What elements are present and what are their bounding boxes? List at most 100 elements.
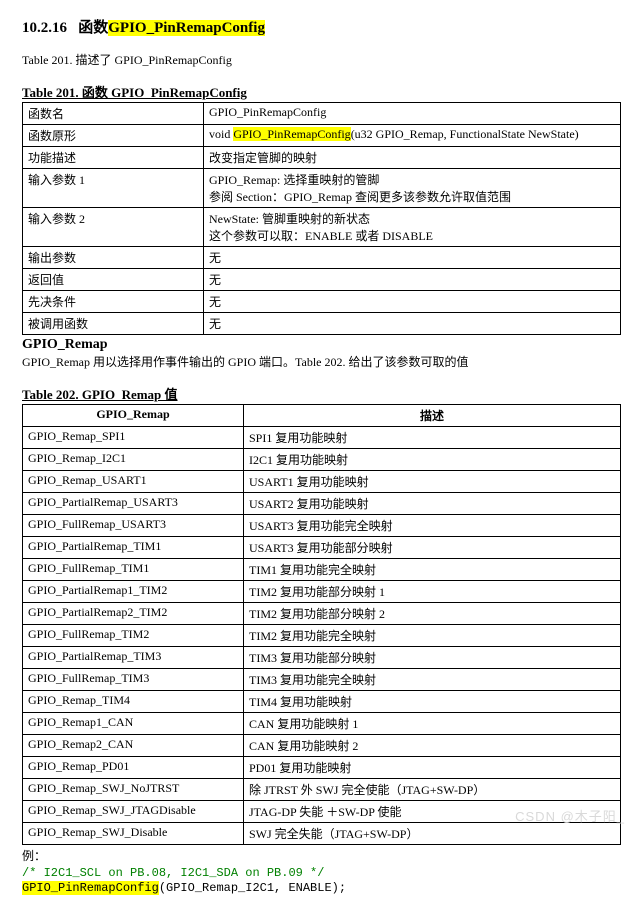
t201-val: NewState: 管脚重映射的新状态这个参数可以取：ENABLE 或者 DIS… bbox=[204, 208, 621, 247]
t202-c2: SWJ 完全失能（JTAG+SW-DP） bbox=[244, 823, 621, 845]
t201-key: 输出参数 bbox=[23, 247, 204, 269]
table-row: 输入参数 1 GPIO_Remap: 选择重映射的管脚参阅 Section：GP… bbox=[23, 169, 621, 208]
table-row: GPIO_Remap_I2C1I2C1 复用功能映射 bbox=[23, 449, 621, 471]
section-number: 10.2.16 bbox=[22, 20, 67, 36]
t201-val: GPIO_PinRemapConfig bbox=[204, 103, 621, 125]
table-row: GPIO_FullRemap_TIM1TIM1 复用功能完全映射 bbox=[23, 559, 621, 581]
t202-c1: GPIO_Remap_I2C1 bbox=[23, 449, 244, 471]
table-row: GPIO_PartialRemap_TIM3TIM3 复用功能部分映射 bbox=[23, 647, 621, 669]
t202-c1: GPIO_PartialRemap_TIM3 bbox=[23, 647, 244, 669]
table202: GPIO_Remap 描述 GPIO_Remap_SPI1SPI1 复用功能映射… bbox=[22, 404, 621, 845]
code-example: /* I2C1_SCL on PB.08, I2C1_SDA on PB.09 … bbox=[22, 866, 621, 897]
t201-val: GPIO_Remap: 选择重映射的管脚参阅 Section：GPIO_Rema… bbox=[204, 169, 621, 208]
table-row: GPIO_PartialRemap1_TIM2TIM2 复用功能部分映射 1 bbox=[23, 581, 621, 603]
t202-c1: GPIO_Remap_PD01 bbox=[23, 757, 244, 779]
t202-c1: GPIO_FullRemap_TIM1 bbox=[23, 559, 244, 581]
t202-c1: GPIO_PartialRemap1_TIM2 bbox=[23, 581, 244, 603]
t201-val: 无 bbox=[204, 291, 621, 313]
table-row: GPIO_FullRemap_TIM3TIM3 复用功能完全映射 bbox=[23, 669, 621, 691]
watermark: CSDN @木子阳_ bbox=[515, 806, 625, 825]
table-row: GPIO_Remap_SWJ_NoJTRST除 JTRST 外 SWJ 完全使能… bbox=[23, 779, 621, 801]
proto-fn-name: GPIO_PinRemapConfig bbox=[233, 127, 350, 141]
t202-c2: TIM2 复用功能部分映射 2 bbox=[244, 603, 621, 625]
t202-c2: USART3 复用功能部分映射 bbox=[244, 537, 621, 559]
table201: 函数名 GPIO_PinRemapConfig 函数原形 void GPIO_P… bbox=[22, 102, 621, 335]
t202-c1: GPIO_Remap_SWJ_NoJTRST bbox=[23, 779, 244, 801]
t201-val: void GPIO_PinRemapConfig(u32 GPIO_Remap,… bbox=[204, 125, 621, 147]
t202-c1: GPIO_FullRemap_TIM2 bbox=[23, 625, 244, 647]
table-row: 函数原形 void GPIO_PinRemapConfig(u32 GPIO_R… bbox=[23, 125, 621, 147]
t202-c2: USART3 复用功能完全映射 bbox=[244, 515, 621, 537]
t202-header-c2: 描述 bbox=[244, 405, 621, 427]
t201-key: 输入参数 2 bbox=[23, 208, 204, 247]
table-row: GPIO_PartialRemap_USART3USART2 复用功能映射 bbox=[23, 493, 621, 515]
table-row: GPIO_Remap2_CANCAN 复用功能映射 2 bbox=[23, 735, 621, 757]
t202-c1: GPIO_Remap_SWJ_JTAGDisable bbox=[23, 801, 244, 823]
table-row: 先决条件 无 bbox=[23, 291, 621, 313]
proto-suffix: (u32 GPIO_Remap, FunctionalState NewStat… bbox=[351, 127, 579, 141]
t201-key: 先决条件 bbox=[23, 291, 204, 313]
code-fn-args: (GPIO_Remap_I2C1, ENABLE); bbox=[159, 881, 346, 895]
t201-key: 输入参数 1 bbox=[23, 169, 204, 208]
table-row: GPIO_Remap1_CANCAN 复用功能映射 1 bbox=[23, 713, 621, 735]
table-row: 输出参数 无 bbox=[23, 247, 621, 269]
t202-c2: TIM3 复用功能完全映射 bbox=[244, 669, 621, 691]
proto-prefix: void bbox=[209, 127, 233, 141]
t201-key: 函数名 bbox=[23, 103, 204, 125]
table-row: GPIO_FullRemap_TIM2TIM2 复用功能完全映射 bbox=[23, 625, 621, 647]
example-label: 例： bbox=[22, 847, 621, 864]
t201-val: 改变指定管脚的映射 bbox=[204, 147, 621, 169]
table-row: GPIO_Remap_SWJ_DisableSWJ 完全失能（JTAG+SW-D… bbox=[23, 823, 621, 845]
t201-line2: 这个参数可以取：ENABLE 或者 DISABLE bbox=[209, 229, 433, 243]
t201-line1: NewState: 管脚重映射的新状态 bbox=[209, 212, 370, 226]
t201-key: 功能描述 bbox=[23, 147, 204, 169]
t202-c2: SPI1 复用功能映射 bbox=[244, 427, 621, 449]
t202-c1: GPIO_FullRemap_TIM3 bbox=[23, 669, 244, 691]
t202-c1: GPIO_Remap2_CAN bbox=[23, 735, 244, 757]
t202-c1: GPIO_Remap1_CAN bbox=[23, 713, 244, 735]
table-row: 返回值 无 bbox=[23, 269, 621, 291]
t201-val: 无 bbox=[204, 247, 621, 269]
table-row: GPIO_FullRemap_USART3USART3 复用功能完全映射 bbox=[23, 515, 621, 537]
code-fn-name: GPIO_PinRemapConfig bbox=[22, 881, 159, 895]
t201-key: 函数原形 bbox=[23, 125, 204, 147]
t202-c2: TIM1 复用功能完全映射 bbox=[244, 559, 621, 581]
subhead-title: GPIO_Remap bbox=[22, 337, 621, 353]
table-row: GPIO_Remap_PD01PD01 复用功能映射 bbox=[23, 757, 621, 779]
table-row: 功能描述 改变指定管脚的映射 bbox=[23, 147, 621, 169]
t202-c2: 除 JTRST 外 SWJ 完全使能（JTAG+SW-DP） bbox=[244, 779, 621, 801]
table201-caption: Table 201. 函数 GPIO_PinRemapConfig bbox=[22, 82, 621, 102]
table-row: GPIO_Remap_USART1USART1 复用功能映射 bbox=[23, 471, 621, 493]
table-row: 被调用函数 无 bbox=[23, 313, 621, 335]
table-row: GPIO_Remap_SPI1SPI1 复用功能映射 bbox=[23, 427, 621, 449]
t202-c2: USART1 复用功能映射 bbox=[244, 471, 621, 493]
code-comment: /* I2C1_SCL on PB.08, I2C1_SDA on PB.09 … bbox=[22, 866, 324, 880]
t201-key: 被调用函数 bbox=[23, 313, 204, 335]
section-label: 函数 bbox=[78, 20, 108, 36]
subhead-desc: GPIO_Remap 用以选择用作事件输出的 GPIO 端口。Table 202… bbox=[22, 353, 621, 370]
table-header-row: GPIO_Remap 描述 bbox=[23, 405, 621, 427]
t202-c2: I2C1 复用功能映射 bbox=[244, 449, 621, 471]
t202-c1: GPIO_PartialRemap_TIM1 bbox=[23, 537, 244, 559]
section-title: 10.2.16 函数GPIO_PinRemapConfig bbox=[22, 16, 621, 37]
t202-c1: GPIO_Remap_USART1 bbox=[23, 471, 244, 493]
t202-c2: TIM2 复用功能完全映射 bbox=[244, 625, 621, 647]
t202-c2: PD01 复用功能映射 bbox=[244, 757, 621, 779]
t201-line1: GPIO_Remap: 选择重映射的管脚 bbox=[209, 173, 379, 187]
t202-c1: GPIO_PartialRemap_USART3 bbox=[23, 493, 244, 515]
t202-c1: GPIO_FullRemap_USART3 bbox=[23, 515, 244, 537]
t202-c2: TIM3 复用功能部分映射 bbox=[244, 647, 621, 669]
t201-line2: 参阅 Section：GPIO_Remap 查阅更多该参数允许取值范围 bbox=[209, 190, 511, 204]
intro-text: Table 201. 描述了 GPIO_PinRemapConfig bbox=[22, 51, 621, 68]
t202-c1: GPIO_Remap_SPI1 bbox=[23, 427, 244, 449]
table-row: GPIO_Remap_TIM4TIM4 复用功能映射 bbox=[23, 691, 621, 713]
table-row: 函数名 GPIO_PinRemapConfig bbox=[23, 103, 621, 125]
t202-c1: GPIO_PartialRemap2_TIM2 bbox=[23, 603, 244, 625]
t202-c2: CAN 复用功能映射 2 bbox=[244, 735, 621, 757]
t202-c2: TIM2 复用功能部分映射 1 bbox=[244, 581, 621, 603]
t202-c2: USART2 复用功能映射 bbox=[244, 493, 621, 515]
t202-c2: TIM4 复用功能映射 bbox=[244, 691, 621, 713]
section-fn-name: GPIO_PinRemapConfig bbox=[108, 20, 265, 36]
t202-c2: CAN 复用功能映射 1 bbox=[244, 713, 621, 735]
t201-key: 返回值 bbox=[23, 269, 204, 291]
